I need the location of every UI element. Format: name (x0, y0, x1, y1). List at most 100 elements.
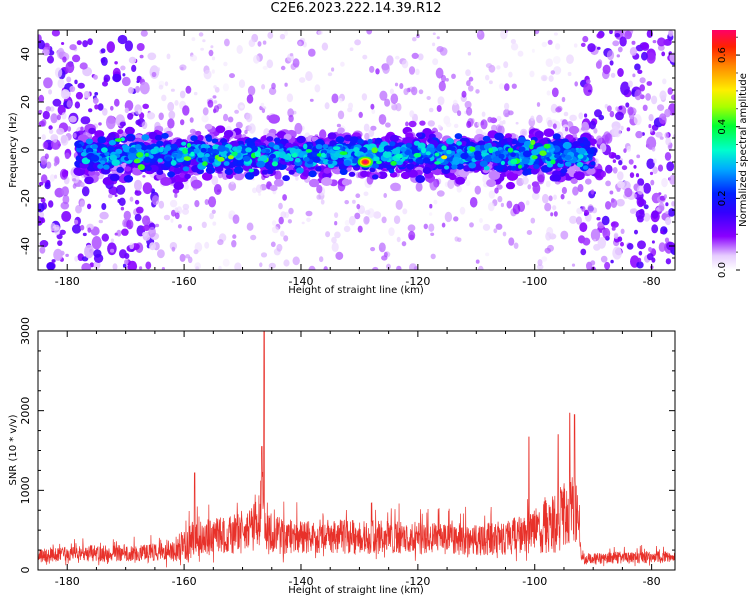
heatmap-band-cell (522, 150, 532, 158)
snr-y-axis-label: SNR (10 * v/v) (8, 414, 19, 485)
colorbar-label: Normalized spectral amplitude (738, 73, 749, 227)
y-tick-label: 0 (19, 147, 32, 154)
heatmap-speckle (193, 91, 198, 96)
x-tick-label: -100 (522, 275, 547, 288)
heatmap-speckle (536, 114, 543, 124)
heatmap-speckle (44, 153, 49, 160)
heatmap-band-cell (369, 167, 376, 173)
heatmap-speckle (87, 203, 92, 210)
heatmap-speckle (540, 74, 548, 82)
heatmap-speckle (236, 45, 243, 54)
heatmap-speckle (553, 32, 558, 36)
heatmap-speckle (190, 54, 198, 62)
heatmap-speckle (271, 226, 279, 234)
spectrogram-heatmap (38, 30, 675, 270)
heatmap-speckle (239, 105, 244, 109)
heatmap-band-cell (106, 145, 115, 152)
heatmap-speckle (597, 59, 603, 66)
heatmap-speckle (633, 165, 637, 169)
heatmap-speckle (407, 224, 416, 232)
heatmap-band-cell (335, 136, 345, 144)
heatmap-speckle (508, 237, 515, 246)
heatmap-band-cell (451, 164, 458, 170)
heatmap-speckle (38, 203, 45, 213)
heatmap-band-cell (157, 158, 163, 163)
heatmap-speckle (581, 206, 586, 212)
heatmap-band-cell (184, 173, 191, 180)
heatmap-band-cell (370, 125, 377, 131)
heatmap-band-cell (273, 144, 280, 150)
heatmap-band-cell (154, 134, 163, 141)
heatmap-band-cell (377, 171, 388, 180)
heatmap-speckle (617, 46, 623, 53)
heatmap-band-cell (327, 132, 337, 140)
heatmap-band-cell (353, 147, 360, 153)
heatmap-speckle (38, 109, 43, 115)
heatmap-band-cell (94, 130, 105, 139)
heatmap-bright-spot (434, 161, 441, 165)
heatmap-speckle (319, 256, 324, 263)
heatmap-speckle (210, 45, 214, 49)
heatmap-speckle (67, 126, 72, 132)
heatmap-speckle (124, 107, 129, 114)
heatmap-speckle (563, 111, 569, 117)
heatmap-band-cell (201, 172, 213, 181)
heatmap-speckle (415, 182, 423, 192)
heatmap-speckle (50, 113, 58, 124)
heatmap-band-cell (296, 167, 304, 174)
heatmap-bright-spot (376, 160, 382, 165)
heatmap-speckle (62, 194, 70, 205)
heatmap-band-cell (577, 147, 586, 155)
heatmap-speckle (73, 132, 77, 139)
heatmap-band-cell (322, 144, 329, 149)
heatmap-speckle (211, 69, 215, 74)
heatmap-speckle (161, 267, 165, 270)
heatmap-speckle (41, 161, 46, 169)
heatmap-speckle (531, 192, 540, 201)
heatmap-band-cell (534, 130, 544, 139)
heatmap-band-cell (268, 114, 280, 124)
heatmap-speckle (180, 119, 185, 126)
x-tick-label: -160 (172, 575, 197, 588)
heatmap-speckle (663, 228, 668, 234)
heatmap-speckle (74, 219, 79, 225)
heatmap-speckle (232, 214, 240, 224)
heatmap-band-cell (220, 150, 229, 158)
heatmap-band-cell (197, 152, 205, 158)
heatmap-speckle (649, 128, 653, 133)
heatmap-speckle (91, 236, 102, 250)
heatmap-speckle (553, 194, 557, 200)
heatmap-speckle (639, 84, 645, 92)
heatmap-speckle (344, 219, 350, 226)
heatmap-speckle (466, 107, 473, 116)
heatmap-speckle (56, 114, 62, 121)
heatmap-speckle (48, 200, 54, 208)
heatmap-speckle (120, 206, 125, 211)
heatmap-speckle (108, 194, 113, 199)
heatmap-speckle (258, 192, 262, 196)
heatmap-speckle (49, 174, 55, 182)
heatmap-band-cell (117, 129, 124, 135)
heatmap-speckle (194, 262, 201, 270)
heatmap-speckle (106, 41, 116, 53)
heatmap-speckle (279, 33, 286, 40)
heatmap-speckle (546, 90, 551, 96)
heatmap-speckle (171, 246, 176, 252)
heatmap-speckle (573, 43, 578, 48)
heatmap-speckle (347, 102, 353, 109)
heatmap-speckle (230, 181, 235, 185)
colorbar-tick-label: 0.6 (717, 47, 728, 63)
heatmap-speckle (122, 73, 126, 77)
heatmap-band-cell (100, 160, 106, 165)
heatmap-band-cell (288, 169, 295, 175)
heatmap-speckle (191, 37, 196, 42)
heatmap-speckle (541, 41, 548, 48)
y-tick-label: 0 (19, 567, 32, 574)
heatmap-speckle (468, 76, 474, 82)
heatmap-speckle (43, 77, 53, 89)
heatmap-speckle (369, 65, 375, 73)
heatmap-speckle (82, 232, 87, 237)
heatmap-speckle (174, 207, 179, 213)
heatmap-speckle (62, 56, 67, 63)
heatmap-speckle (624, 30, 632, 40)
